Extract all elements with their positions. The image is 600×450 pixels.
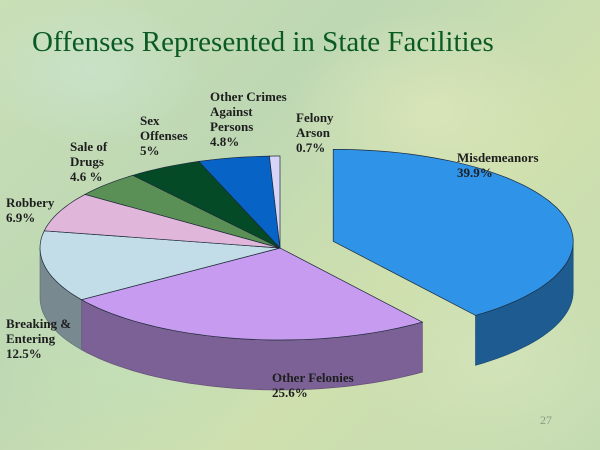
slice-label-line: 4.8% <box>210 134 239 149</box>
pie-slice <box>43 194 281 249</box>
slice-label-line: 6.9% <box>6 210 35 225</box>
slice-label-line: Robbery <box>6 195 55 210</box>
slice-label-line: Misdemeanors <box>457 150 539 165</box>
slice-label: Sex Offenses 5% <box>140 113 188 158</box>
slice-label-line: 39.9% <box>457 165 493 180</box>
slice-label-line: Against <box>210 104 253 119</box>
pie-slice <box>197 155 281 250</box>
slice-label-line: Other Crimes <box>210 89 287 104</box>
slice-label-line: 5% <box>140 143 160 158</box>
slice-label: Robbery 6.9% <box>6 195 55 225</box>
slice-label-line: Sex <box>140 113 160 128</box>
slice-label-line: Breaking & <box>6 316 71 331</box>
slice-label: Breaking & Entering 12.5% <box>6 316 71 361</box>
slice-label: Other Felonies 25.6% <box>272 370 354 400</box>
pie-slice <box>39 230 281 301</box>
pie-slice <box>332 148 574 316</box>
slice-label-line: Persons <box>210 119 253 134</box>
slice-label: Sale of Drugs 4.6 % <box>70 139 108 184</box>
pie-slice <box>131 161 281 249</box>
slice-label-line: Felony <box>296 110 334 125</box>
slice-label-line: Entering <box>6 331 56 346</box>
slice-label-line: 0.7% <box>296 140 325 155</box>
slice-label: Other Crimes Against Persons 4.8% <box>210 89 287 149</box>
slice-label-line: Drugs <box>70 154 104 169</box>
slide-title: Offenses Represented in State Facilities <box>32 26 494 58</box>
slice-label-line: Arson <box>296 125 331 140</box>
pie-slice <box>80 247 424 341</box>
slice-label: Felony Arson 0.7% <box>296 110 334 155</box>
slice-label-line: Other Felonies <box>272 370 354 385</box>
pie-slice <box>269 155 281 249</box>
slice-label-line: Offenses <box>140 128 188 143</box>
slice-label-line: 25.6% <box>272 385 308 400</box>
page-number: 27 <box>540 413 552 427</box>
pie-slice <box>84 174 281 249</box>
slice-label-line: 4.6 % <box>70 169 103 184</box>
slice-label-line: Sale of <box>70 139 108 154</box>
slice-label-line: 12.5% <box>6 346 42 361</box>
slice-label: Misdemeanors 39.9% <box>457 150 539 180</box>
